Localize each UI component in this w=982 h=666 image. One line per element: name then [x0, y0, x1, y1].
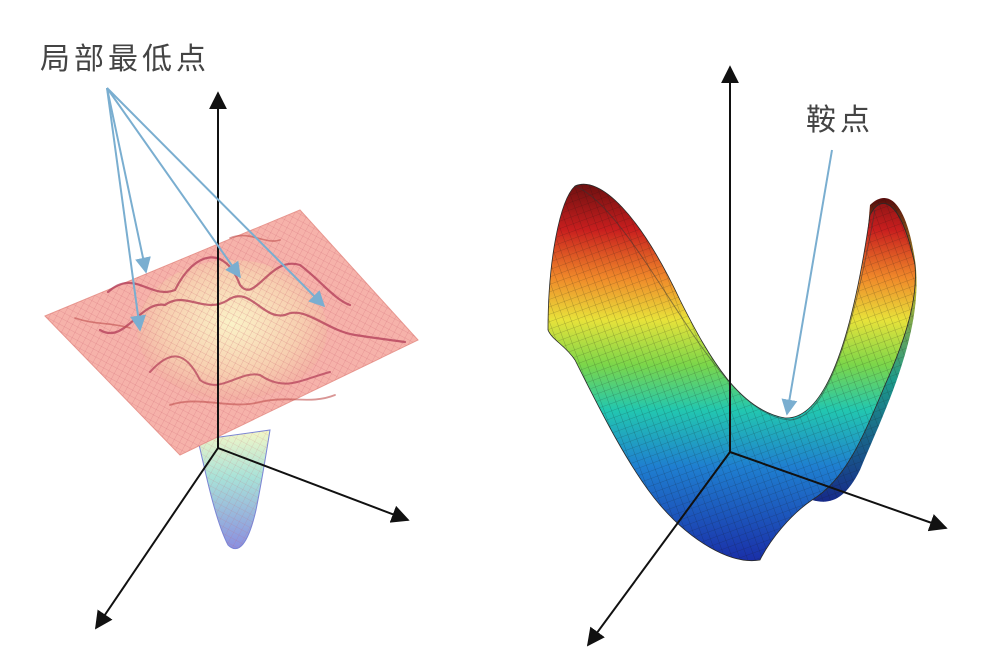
ripple-ridges — [74, 234, 407, 406]
pointer-3 — [106, 87, 241, 279]
right-axes — [586, 65, 948, 647]
local-minima-label: 局部最低点 — [40, 42, 210, 77]
left-y-axis — [94, 447, 219, 630]
saddle-point-label: 鞍点 — [806, 103, 874, 138]
local-minima-panel — [44, 87, 419, 630]
left-axes — [94, 91, 410, 630]
right-y-axis — [586, 451, 731, 647]
pointer-2 — [106, 87, 146, 332]
right-x-axis — [729, 451, 948, 532]
pointer-4 — [106, 87, 326, 308]
left-x-axis — [217, 447, 410, 523]
saddle-pointer — [781, 149, 833, 416]
pointer-1 — [106, 87, 151, 274]
saddle-panel — [547, 65, 948, 647]
local-minima-pointers — [106, 87, 326, 332]
